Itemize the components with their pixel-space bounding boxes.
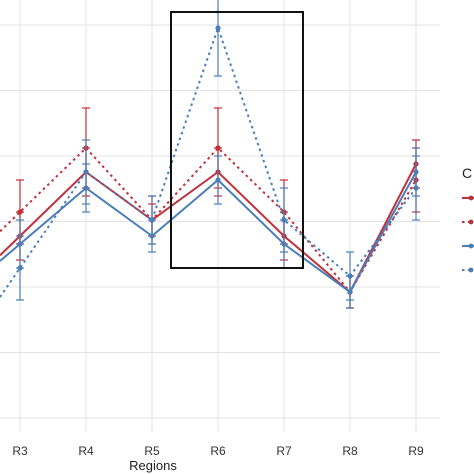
legend-key-point — [468, 267, 474, 273]
x-tick-label: R4 — [78, 444, 94, 458]
x-tick-label: R8 — [342, 444, 358, 458]
data-point — [83, 169, 89, 175]
series-line-2 — [0, 171, 417, 294]
highlight-box — [170, 11, 304, 269]
data-point — [215, 25, 221, 31]
data-point — [347, 273, 353, 279]
x-tick-label: R3 — [12, 444, 28, 458]
legend-key-point — [468, 219, 474, 225]
data-point — [17, 209, 23, 215]
x-tick-label: R9 — [408, 444, 424, 458]
data-point — [215, 177, 221, 183]
series-line-0 — [0, 163, 417, 294]
x-tick-label: R5 — [144, 444, 160, 458]
series-line-3 — [0, 24, 417, 298]
series-line-1 — [0, 146, 417, 294]
x-tick-label: R6 — [210, 444, 226, 458]
data-point — [281, 217, 287, 223]
legend-key-point — [468, 243, 474, 249]
data-point — [215, 145, 221, 151]
data-point — [149, 217, 155, 223]
annotation-layer — [170, 11, 304, 269]
x-tick-label: R7 — [276, 444, 292, 458]
legend-title: C — [462, 165, 472, 181]
data-point — [413, 185, 419, 191]
series-layer — [0, 0, 420, 309]
grid-lines — [0, 0, 440, 432]
x-axis-title: Regions — [129, 458, 177, 473]
data-point — [17, 265, 23, 271]
legend — [462, 195, 474, 273]
legend-key-point — [468, 195, 474, 201]
x-tick-labels: R3 R4 R5 R6 R7 R8 R9 — [12, 444, 424, 458]
